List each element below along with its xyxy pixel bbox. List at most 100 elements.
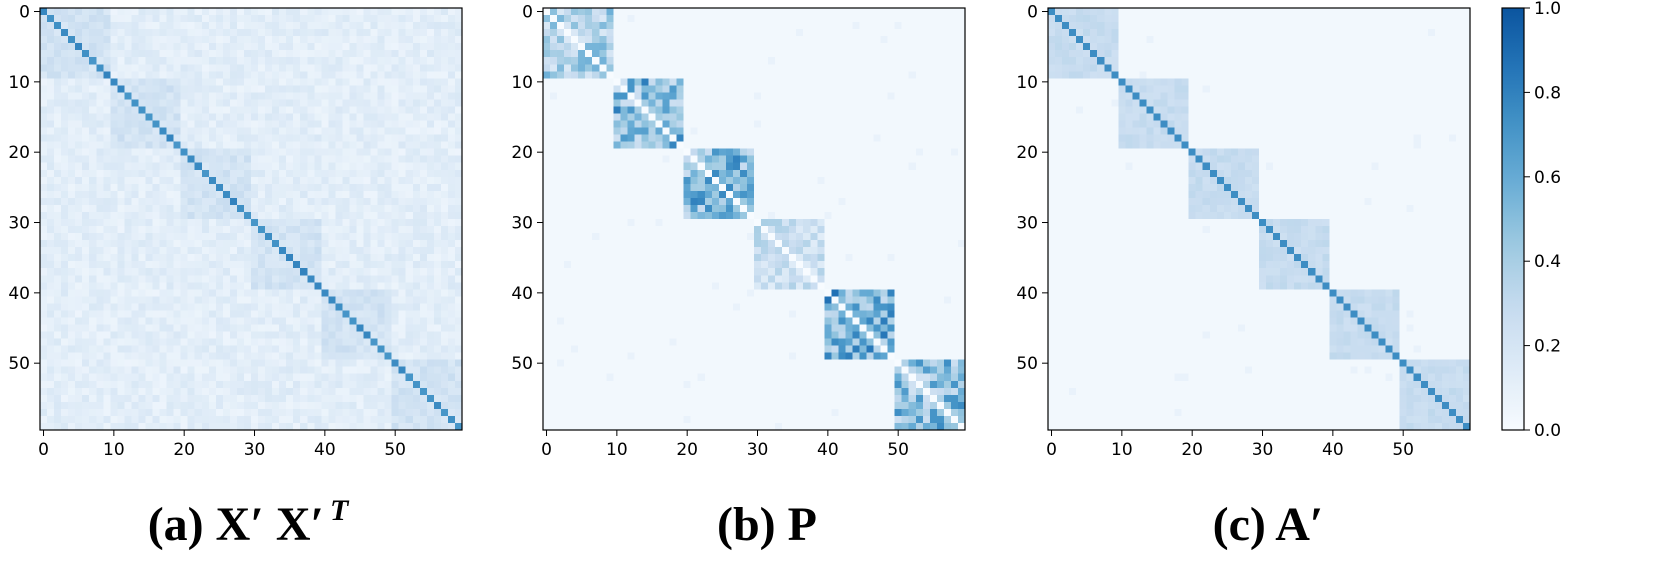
heatmap-cell	[803, 141, 811, 150]
heatmap-cell	[370, 226, 378, 234]
heatmap-cell	[662, 78, 670, 86]
heatmap-cell	[272, 289, 280, 297]
heatmap-cell	[173, 43, 182, 51]
heatmap-cell	[578, 57, 586, 65]
heatmap-cell	[208, 373, 217, 382]
heatmap-cell	[89, 43, 97, 51]
heatmap-cell	[258, 113, 266, 121]
heatmap-cell	[314, 219, 322, 227]
heatmap-cell	[405, 15, 414, 23]
heatmap-cell	[627, 64, 635, 72]
heatmap-cell	[145, 324, 153, 332]
heatmap-cell	[817, 71, 825, 79]
heatmap-cell	[356, 282, 364, 290]
heatmap-cell	[426, 204, 435, 213]
heatmap-cell	[683, 78, 692, 86]
heatmap-cell	[845, 127, 853, 135]
heatmap-cell	[683, 127, 692, 135]
heatmap-cell	[391, 296, 400, 304]
heatmap-cell	[335, 36, 343, 44]
heatmap-cell	[936, 106, 945, 114]
heatmap-cell	[746, 50, 755, 58]
heatmap-cell	[286, 387, 294, 396]
heatmap-cell	[208, 176, 217, 185]
heatmap-cell	[447, 366, 456, 375]
heatmap-cell	[159, 148, 167, 157]
heatmap-cell	[173, 190, 182, 199]
heatmap-cell	[117, 380, 125, 389]
heatmap-cell	[321, 219, 329, 227]
heatmap-cell	[222, 296, 231, 304]
heatmap-cell	[894, 148, 903, 157]
heatmap-cell	[363, 268, 371, 276]
heatmap-cell	[222, 204, 231, 213]
heatmap-cell	[412, 296, 421, 304]
heatmap-cell	[117, 282, 125, 290]
heatmap-cell	[222, 190, 231, 199]
heatmap-cell	[957, 85, 966, 93]
heatmap-cell	[662, 141, 670, 150]
heatmap-cell	[117, 331, 125, 339]
heatmap-cell	[419, 113, 428, 121]
heatmap-cell	[398, 71, 407, 79]
heatmap-cell	[265, 148, 273, 157]
heatmap-cell	[124, 127, 132, 135]
heatmap-cell	[131, 162, 139, 171]
heatmap-cell	[236, 233, 245, 241]
heatmap-cell	[922, 120, 931, 128]
heatmap-cell	[307, 99, 315, 107]
heatmap-cell	[293, 162, 301, 171]
heatmap-cell	[222, 373, 231, 382]
heatmap-cell	[370, 29, 378, 37]
heatmap-cell	[620, 155, 628, 164]
heatmap-cell	[272, 120, 280, 128]
heatmap-cell	[957, 99, 966, 107]
heatmap-cell	[648, 155, 656, 164]
heatmap-cell	[286, 289, 294, 297]
heatmap-cell	[447, 275, 456, 283]
heatmap-cell	[384, 162, 393, 171]
heatmap-cell	[831, 22, 839, 30]
heatmap-cell	[236, 366, 245, 375]
heatmap-cell	[440, 113, 449, 121]
heatmap-cell	[831, 148, 839, 157]
heatmap-cell	[40, 15, 48, 23]
heatmap-cell	[152, 324, 160, 332]
heatmap-cell	[82, 345, 90, 353]
heatmap-cell	[398, 408, 407, 417]
heatmap-cell	[433, 401, 442, 410]
heatmap-cell	[68, 15, 76, 23]
heatmap-cell	[789, 155, 797, 164]
heatmap-cell	[265, 120, 273, 128]
heatmap-cell	[314, 324, 322, 332]
heatmap-cell	[124, 113, 132, 121]
heatmap-cell	[894, 78, 903, 86]
heatmap-cell	[258, 387, 266, 396]
heatmap-cell	[61, 120, 69, 128]
heatmap-cell	[103, 219, 111, 227]
heatmap-cell	[335, 401, 343, 410]
heatmap-cell	[152, 99, 160, 107]
heatmap-cell	[82, 127, 90, 135]
heatmap-cell	[599, 36, 607, 44]
heatmap-cell	[803, 43, 811, 51]
heatmap-cell	[887, 85, 896, 93]
heatmap-cell	[40, 219, 48, 227]
heatmap-cell	[40, 296, 48, 304]
heatmap-cell	[377, 268, 385, 276]
heatmap-cell	[61, 282, 69, 290]
heatmap-cell	[557, 43, 565, 51]
heatmap-cell	[110, 176, 118, 185]
heatmap-cell	[384, 36, 393, 44]
heatmap-cell	[426, 162, 435, 171]
heatmap-cell	[880, 127, 888, 135]
heatmap-cell	[718, 113, 727, 121]
heatmap-cell	[405, 331, 414, 339]
heatmap-cell	[124, 162, 132, 171]
heatmap-cell	[571, 162, 579, 171]
heatmap-cell	[648, 57, 656, 65]
heatmap-cell	[419, 387, 428, 396]
heatmap-cell	[817, 113, 825, 121]
heatmap-cell	[173, 120, 182, 128]
heatmap-cell	[419, 366, 428, 375]
